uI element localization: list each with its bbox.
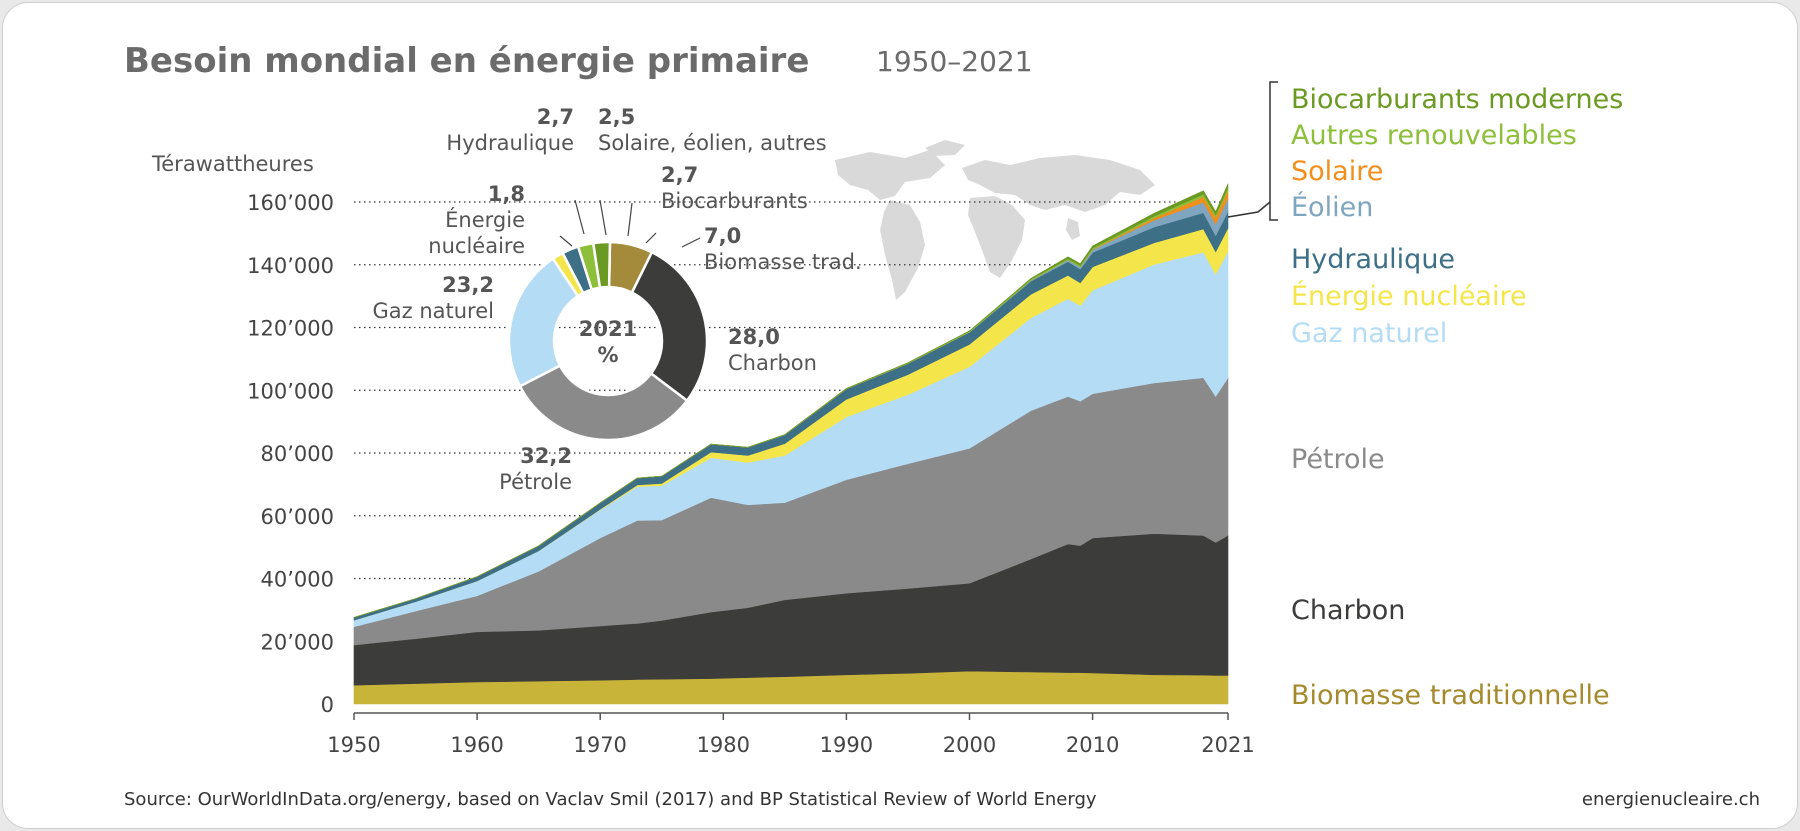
y-tick-label: 100’000 bbox=[247, 379, 334, 403]
x-tick-label: 1960 bbox=[450, 733, 503, 757]
x-tick-label: 1980 bbox=[697, 733, 750, 757]
y-tick-label: 140’000 bbox=[247, 254, 334, 278]
pie-name-label: Énergie bbox=[445, 207, 525, 232]
x-tick-label: 1950 bbox=[327, 733, 380, 757]
pie-leader-line bbox=[599, 199, 607, 236]
y-tick-label: 60’000 bbox=[261, 505, 334, 529]
legend-item: Énergie nucléaire bbox=[1291, 280, 1527, 312]
pie-value-label: 2,7 bbox=[661, 163, 698, 187]
legend-bracket bbox=[1227, 81, 1278, 221]
legend-item: Gaz naturel bbox=[1291, 318, 1447, 349]
pie-name-label: Pétrole bbox=[499, 470, 572, 494]
pie-name-label: Biomasse trad. bbox=[704, 250, 862, 274]
pie-value-label: 2,5 bbox=[598, 105, 635, 129]
pie-value-label: 1,8 bbox=[488, 182, 525, 206]
pie-leader-line bbox=[574, 199, 585, 235]
source-note: Source: OurWorldInData.org/energy, based… bbox=[124, 789, 1097, 810]
pie-value-label: 23,2 bbox=[442, 273, 494, 297]
area-biocarb bbox=[353, 183, 1229, 618]
pie-value-label: 28,0 bbox=[728, 325, 780, 349]
pie-center-year: 2021 bbox=[579, 317, 637, 341]
pie-name-label: Gaz naturel bbox=[373, 299, 495, 323]
x-tick-label: 1990 bbox=[820, 733, 873, 757]
pie-slice bbox=[630, 250, 709, 403]
legend: Biocarburants modernes Autres renouvelabl… bbox=[1291, 84, 1623, 711]
legend-item: Solaire bbox=[1291, 156, 1383, 187]
pie-slice bbox=[518, 363, 689, 442]
y-tick-label: 160’000 bbox=[247, 191, 334, 215]
legend-item: Éolien bbox=[1291, 191, 1373, 223]
pie-name-label: nucléaire bbox=[428, 234, 525, 258]
legend-item: Biomasse traditionnelle bbox=[1291, 680, 1610, 711]
x-tick-label: 2010 bbox=[1066, 733, 1119, 757]
pie-name-label: Charbon bbox=[728, 351, 817, 375]
y-tick-label: 80’000 bbox=[261, 442, 334, 466]
y-axis-label: Térawattheures bbox=[151, 152, 314, 176]
legend-item: Autres renouvelables bbox=[1291, 120, 1577, 151]
website-link[interactable]: energienucleaire.ch bbox=[1582, 789, 1760, 810]
pie-name-label: Hydraulique bbox=[446, 131, 574, 155]
chart-subtitle: 1950–2021 bbox=[876, 45, 1033, 78]
chart-title: Besoin mondial en énergie primaire bbox=[124, 41, 809, 81]
pie-value-label: 32,2 bbox=[520, 444, 572, 468]
pie-name-label: Biocarburants bbox=[661, 189, 808, 213]
x-axis: 1950 1960 1970 1980 1990 2000 2010 2021 bbox=[327, 712, 1255, 757]
y-tick-label: 40’000 bbox=[261, 568, 334, 592]
y-axis: 0 20’000 40’000 60’000 80’000 100’000 120’000 1… bbox=[247, 191, 334, 717]
pie-leader-line bbox=[681, 237, 701, 248]
pie-slice bbox=[507, 256, 580, 388]
y-tick-label: 20’000 bbox=[261, 630, 334, 654]
x-tick-label: 2000 bbox=[943, 733, 996, 757]
x-tick-label: 1970 bbox=[573, 733, 626, 757]
pie-center-unit: % bbox=[597, 343, 618, 367]
y-tick-label: 0 bbox=[321, 693, 334, 717]
legend-item: Hydraulique bbox=[1291, 244, 1455, 275]
legend-item: Pétrole bbox=[1291, 444, 1385, 475]
x-tick-label: 2021 bbox=[1201, 733, 1254, 757]
pie-value-label: 7,0 bbox=[704, 224, 741, 248]
pie-leader-line bbox=[627, 202, 633, 237]
stacked-areas bbox=[353, 183, 1229, 705]
pie-leader-line bbox=[645, 232, 657, 244]
pie-slice bbox=[591, 240, 612, 290]
y-tick-label: 120’000 bbox=[247, 317, 334, 341]
legend-item: Biocarburants modernes bbox=[1291, 84, 1623, 115]
pie-name-label: Solaire, éolien, autres bbox=[598, 131, 827, 155]
pie-value-label: 2,7 bbox=[537, 105, 574, 129]
legend-item: Charbon bbox=[1291, 595, 1405, 626]
pie-leader-line bbox=[559, 235, 573, 247]
